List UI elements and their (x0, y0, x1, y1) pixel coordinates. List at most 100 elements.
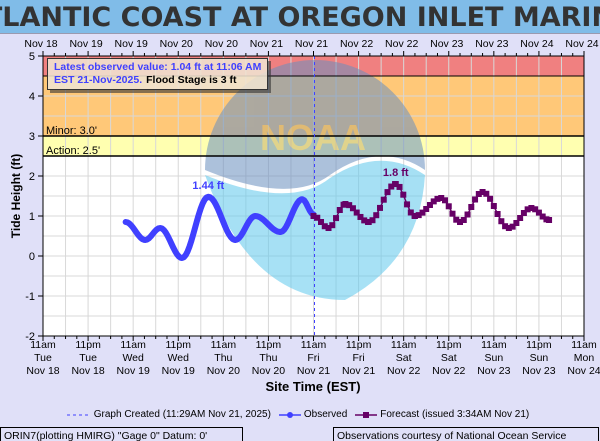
x-tick-label: Nov 18 (71, 365, 104, 377)
forecast-point (396, 183, 403, 190)
watermark-logo-text: NOAA (260, 117, 366, 158)
chart-title: ATLANTIC COAST AT OREGON INLET MARINA (0, 2, 600, 33)
y-tick-label: 2 (29, 171, 35, 183)
observed-peak-label: 1.44 ft (192, 180, 224, 192)
forecast-point (441, 197, 448, 204)
x-tick-label-top: Nov 24 (520, 38, 553, 50)
x-tick-label: Nov 19 (117, 365, 150, 377)
forecast-point (349, 205, 356, 212)
forecast-point (376, 204, 383, 211)
x-tick-label: Nov 23 (477, 365, 510, 377)
x-tick-label: 11am (301, 339, 327, 351)
forecast-point (457, 219, 464, 225)
y-tick-label: 1 (29, 211, 35, 223)
x-tick-label: Thu (259, 352, 277, 364)
forecast-point (411, 213, 418, 219)
x-tick-label: 11am (571, 339, 597, 351)
forecast-point (314, 214, 321, 221)
forecast-point (475, 191, 482, 198)
forecast-point (453, 216, 460, 223)
x-tick-label-top: Nov 20 (205, 38, 238, 50)
plot-area: NOAA Minor: 3.0' Action: 2.5' 1.44 ft 1.… (42, 55, 585, 337)
x-tick-label-top: Nov 19 (115, 38, 148, 50)
forecast-point (336, 207, 343, 213)
forecast-point (520, 210, 527, 216)
svg-text:Observations courtesy of Natio: Observations courtesy of National Ocean … (337, 430, 567, 441)
x-tick-label: Nov 24 (567, 365, 600, 377)
forecast-point (353, 209, 360, 216)
y-tick-label: -2 (25, 331, 35, 343)
forecast-point (321, 223, 328, 230)
x-tick-label: 11pm (346, 339, 372, 351)
forecast-point (509, 223, 516, 230)
legend-graph-created-line-icon (66, 414, 91, 415)
x-tick-label: Wed (122, 352, 144, 364)
forecast-point (438, 195, 445, 201)
forecast-point (434, 195, 441, 202)
footer-right: Observations courtesy of National Ocean … (333, 427, 599, 441)
info-box: Latest observed value: 1.04 ft at 11:06 … (47, 58, 269, 90)
x-tick-label: Nov 22 (387, 365, 420, 377)
y-tick-label: 3 (29, 131, 35, 143)
forecast-point (361, 217, 368, 224)
x-tick-label: Nov 20 (252, 365, 285, 377)
forecast-point (460, 216, 467, 223)
legend-forecast: Forecast (issued 3:34AM Nov 21) (380, 409, 530, 420)
forecast-point (365, 219, 372, 225)
x-tick-label: Fri (352, 352, 364, 364)
x-tick-label: 11am (30, 339, 56, 351)
minor-threshold-label: Minor: 3.0' (46, 125, 97, 137)
x-tick-label: Nov 20 (207, 365, 240, 377)
forecast-point (535, 209, 542, 216)
forecast-point (384, 189, 391, 196)
forecast-point (380, 196, 387, 203)
legend-observed: Observed (303, 409, 348, 420)
forecast-point (532, 206, 539, 213)
x-tick-label-top: Nov 24 (565, 38, 598, 50)
observed-series-line (122, 193, 317, 261)
forecast-point (310, 213, 317, 219)
x-tick-label-top: Nov 22 (340, 38, 373, 50)
forecast-point (388, 183, 395, 190)
title-bar (0, 0, 600, 33)
forecast-point (468, 204, 475, 210)
forecast-point (430, 198, 437, 205)
legend-graph-created: Graph Created (11:29AM Nov 21, 2025) (93, 409, 271, 420)
forecast-point (539, 213, 546, 220)
forecast-point (419, 209, 426, 216)
x-tick-label: 11pm (526, 339, 552, 351)
x-tick-label: 11am (211, 339, 237, 351)
x-tick-label-top: Nov 20 (160, 38, 193, 50)
forecast-point (498, 218, 505, 225)
forecast-peak-label: 1.8 ft (383, 167, 409, 179)
forecast-point (483, 190, 490, 197)
forecast-point (373, 212, 380, 219)
y-tick-label: 4 (29, 91, 35, 103)
x-tick-label-top: Nov 22 (385, 38, 418, 50)
x-tick-label: 11pm (166, 339, 192, 351)
forecast-point (513, 220, 520, 226)
forecast-point (479, 189, 486, 195)
forecast-point (472, 196, 479, 203)
forecast-point (524, 206, 531, 213)
x-tick-label: Nov 19 (162, 365, 195, 377)
x-tick-label: Sat (441, 352, 457, 364)
x-tick-label: Thu (214, 352, 232, 364)
forecast-point (404, 201, 411, 208)
x-tick-label: 11pm (75, 339, 101, 351)
forecast-point (346, 202, 353, 209)
forecast-point (333, 215, 340, 222)
latest-value-text: Latest observed value: 1.04 ft at 11:06 … (54, 61, 262, 73)
footer-left: ORIN7(plotting HMIRG) "Gage 0" Datum: 0' (0, 427, 243, 441)
forecast-point (325, 225, 332, 231)
forecast-point (357, 213, 364, 220)
forecast-point (494, 211, 501, 218)
x-tick-label-top: Nov 23 (430, 38, 463, 50)
x-tick-label: Nov 23 (522, 365, 555, 377)
x-tick-label-top: Nov 21 (250, 38, 283, 50)
flood-stage-text: Flood Stage is 3 ft (146, 74, 237, 86)
x-tick-label: Tue (34, 352, 52, 364)
forecast-point (415, 212, 422, 219)
x-tick-label: Sun (484, 352, 503, 364)
x-tick-label: Mon (574, 352, 595, 364)
